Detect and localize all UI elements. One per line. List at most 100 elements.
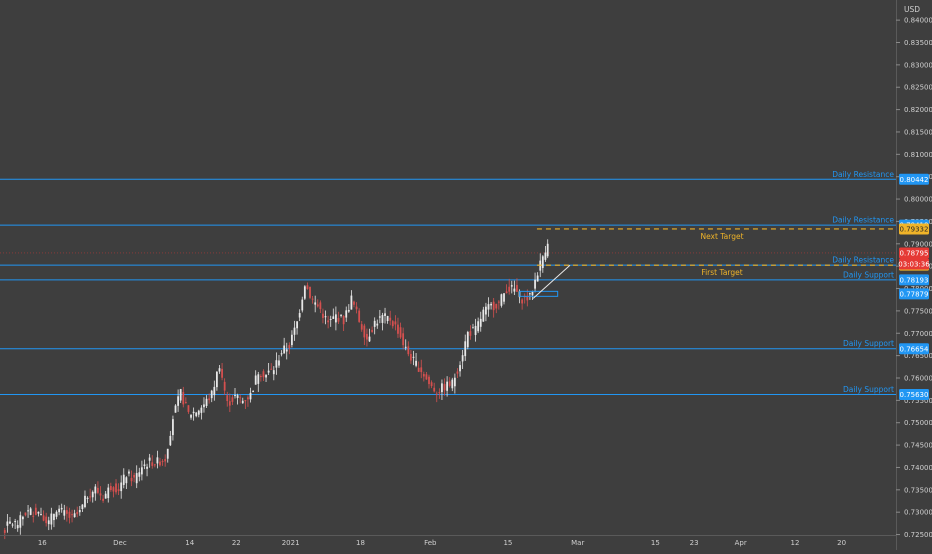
- candle-body: [40, 514, 42, 516]
- candle-body: [446, 381, 449, 391]
- candle-body: [303, 286, 306, 299]
- x-tick-label: 20: [837, 539, 846, 547]
- candle-body: [482, 309, 485, 322]
- level-label: Daily Resistance: [832, 170, 894, 179]
- candle-body: [45, 516, 48, 524]
- level-price-tag-bg: [899, 274, 929, 286]
- candle-body: [510, 285, 513, 287]
- candle-body: [425, 374, 428, 380]
- candle-body: [71, 514, 73, 516]
- level-lines: [0, 178, 896, 396]
- candle-body: [210, 390, 213, 399]
- y-tick-label: 0.84000: [904, 17, 932, 25]
- y-tick-label: 0.73500: [904, 486, 932, 494]
- candle-body: [177, 396, 179, 406]
- candle-body: [366, 333, 368, 340]
- candle-body: [345, 310, 348, 318]
- candle-body: [6, 521, 9, 526]
- candle-body: [249, 392, 252, 400]
- candle-body: [197, 410, 200, 415]
- candle-body: [53, 514, 55, 521]
- candle-body: [156, 457, 159, 464]
- candle-body: [184, 402, 187, 404]
- candle-body: [324, 316, 327, 318]
- target-price-tag: 0.79332: [900, 226, 929, 234]
- y-tick-label: 0.83000: [904, 61, 932, 69]
- candle-body: [368, 336, 371, 342]
- candle-body: [355, 306, 358, 310]
- currency-label: USD: [904, 5, 920, 14]
- candle-body: [37, 511, 40, 514]
- candle-body: [174, 405, 177, 413]
- candle-body: [148, 457, 151, 461]
- candle-body: [358, 310, 361, 322]
- candle-body: [65, 510, 68, 514]
- candles: [3, 239, 549, 540]
- candle-body: [239, 397, 242, 399]
- candle-body: [267, 370, 270, 373]
- candle-body: [386, 316, 389, 322]
- candle-body: [153, 464, 156, 466]
- candle-body: [397, 324, 399, 334]
- time-axis[interactable]: 16 Dec 14 22 2021 18 Feb 15 Mar 15 23 Apr 12 20: [38, 539, 846, 547]
- candle-body: [497, 301, 500, 303]
- candle-body: [485, 306, 487, 315]
- candle-body: [309, 286, 311, 298]
- candle-body: [327, 320, 330, 323]
- y-tick-label: 0.77000: [904, 330, 932, 338]
- candle-body: [58, 508, 61, 513]
- candle-body: [391, 321, 394, 327]
- candle-body: [265, 374, 267, 378]
- candle-body: [151, 462, 154, 466]
- candle-body: [29, 508, 32, 515]
- candle-body: [487, 304, 490, 310]
- y-tick-label: 0.76500: [904, 352, 932, 360]
- candle-body: [234, 395, 236, 397]
- price-tags: 0.804420.794180.781930.766540.756300.793…: [898, 173, 930, 401]
- level-label: Daily Resistance: [832, 216, 894, 225]
- target-price-tag-bg: [899, 223, 929, 235]
- candle-body: [60, 507, 63, 510]
- candle-body: [47, 520, 50, 525]
- candle-body: [456, 371, 459, 374]
- level-price-tag: 0.75630: [900, 391, 929, 399]
- candle-body: [272, 370, 275, 375]
- y-tick-label: 0.83500: [904, 39, 932, 47]
- y-tick-label: 0.82500: [904, 84, 932, 92]
- level-label: Daily Resistance: [832, 256, 894, 265]
- x-tick-label: Apr: [735, 539, 747, 547]
- candle-body: [16, 525, 19, 529]
- candle-body: [306, 285, 309, 289]
- candle-body: [27, 510, 29, 512]
- candle-body: [526, 295, 529, 301]
- x-tick-label: 16: [38, 539, 47, 547]
- candle-body: [143, 464, 146, 466]
- candle-body: [42, 515, 45, 521]
- candle-body: [536, 275, 539, 282]
- candle-body: [270, 368, 273, 370]
- candle-body: [420, 367, 423, 373]
- candle-body: [3, 530, 6, 533]
- candle-body: [296, 321, 298, 329]
- candle-body: [109, 486, 112, 491]
- candle-body: [500, 294, 503, 306]
- candle-body: [9, 521, 11, 524]
- x-tick-label: Mar: [571, 539, 584, 547]
- y-tick-label: 0.82000: [904, 106, 932, 114]
- y-tick-label: 0.72500: [904, 531, 932, 539]
- candle-body: [316, 304, 319, 307]
- candle-body: [50, 513, 53, 525]
- candle-body: [216, 371, 218, 388]
- candle-body: [301, 299, 304, 311]
- candle-body: [376, 323, 379, 326]
- candle-body: [528, 293, 531, 295]
- level-price-tag-bg: [899, 173, 929, 185]
- x-tick-label: Dec: [113, 539, 127, 547]
- candle-body: [371, 329, 373, 332]
- candle-body: [503, 293, 505, 302]
- drawings: [519, 228, 896, 299]
- candle-body: [513, 288, 516, 292]
- candle-body: [86, 497, 89, 499]
